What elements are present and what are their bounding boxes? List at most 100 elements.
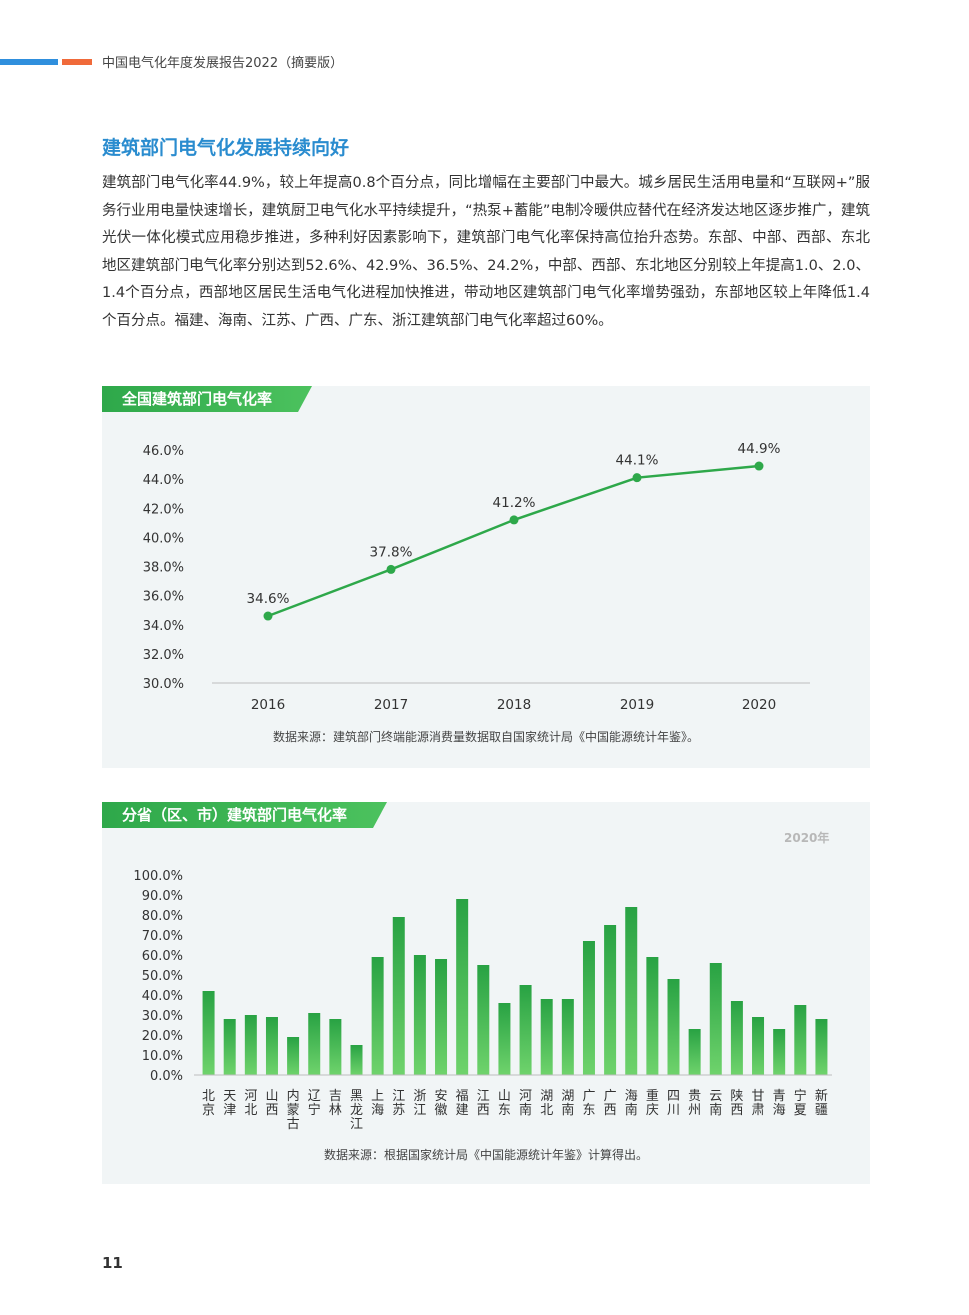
x-tick-label: 江西 [477, 1089, 490, 1118]
y-tick-label: 0.0% [150, 1069, 183, 1084]
data-point [754, 461, 764, 471]
y-tick-label: 30.0% [143, 677, 184, 692]
y-tick-label: 50.0% [142, 969, 183, 984]
y-tick-label: 60.0% [142, 949, 183, 964]
bar-chart-year-note: 2020年 [784, 831, 830, 845]
x-tick-label: 新疆 [815, 1088, 828, 1118]
x-tick-label: 天津 [223, 1089, 236, 1118]
x-tick-label: 山东 [498, 1089, 511, 1118]
y-tick-label: 38.0% [143, 561, 184, 576]
bar [308, 1013, 321, 1075]
x-tick-label: 云南 [709, 1089, 722, 1118]
bar [392, 917, 405, 1075]
series-line [267, 464, 760, 618]
section-title: 建筑部门电气化发展持续向好 [102, 137, 350, 159]
bar [498, 1003, 511, 1075]
bar [752, 1017, 765, 1075]
x-tick-label: 海南 [625, 1089, 638, 1118]
x-tick-label: 贵州 [688, 1089, 701, 1118]
x-tick-label: 2020 [742, 697, 776, 713]
data-point [263, 611, 273, 621]
bar [540, 999, 553, 1075]
y-tick-label: 40.0% [142, 989, 183, 1004]
x-tick-label: 2019 [620, 697, 654, 713]
x-tick-label: 湖北 [540, 1089, 553, 1118]
bar [730, 1001, 743, 1075]
y-tick-label: 10.0% [142, 1049, 183, 1064]
data-label: 44.9% [738, 441, 781, 457]
x-tick-label: 2016 [251, 697, 285, 713]
bar [244, 1015, 257, 1075]
x-tick-label: 北京 [202, 1089, 215, 1118]
x-tick-label: 山西 [265, 1089, 278, 1118]
y-tick-label: 80.0% [142, 909, 183, 924]
x-tick-label: 安徽 [435, 1089, 448, 1118]
x-tick-label: 重庆 [646, 1088, 659, 1118]
y-tick-label: 42.0% [143, 502, 184, 517]
section-paragraph: 建筑部门电气化率44.9%，较上年提高0.8个百分点，同比增幅在主要部门中最大。… [102, 175, 870, 329]
bar [709, 963, 722, 1075]
bar [329, 1019, 342, 1075]
bar [371, 957, 384, 1075]
data-point [509, 515, 519, 525]
bar [604, 925, 617, 1075]
bar-chart-title: 分省（区、市）建筑部门电气化率 [102, 802, 387, 828]
line-chart-panel: 全国建筑部门电气化率 30.0% 32.0% 34.0% 36.0% 38.0% 40.0… [102, 386, 870, 768]
line-chart-source: 数据来源：建筑部门终端能源消费量数据取自国家统计局《中国能源统计年鉴》。 [272, 730, 699, 744]
y-tick-label: 20.0% [142, 1029, 183, 1044]
bar [561, 999, 574, 1075]
bar [815, 1019, 828, 1075]
y-tick-label: 30.0% [142, 1009, 183, 1024]
x-tick-label: 四川 [667, 1089, 680, 1118]
bar [435, 959, 448, 1075]
data-label: 44.1% [616, 453, 659, 469]
bar [413, 955, 426, 1075]
bar [794, 1005, 807, 1075]
bar-chart: 0.0% 10.0% 20.0% 30.0% 40.0% 50.0% 60.0% 70.0% 8… [133, 869, 832, 1132]
bar [477, 965, 490, 1075]
x-tick-label: 青海 [773, 1089, 786, 1118]
bar [667, 979, 680, 1075]
bar [625, 907, 638, 1075]
y-tick-label: 100.0% [133, 869, 183, 884]
data-point [632, 473, 642, 483]
x-tick-label: 广西 [604, 1089, 617, 1118]
line-chart-title: 全国建筑部门电气化率 [102, 386, 312, 412]
x-tick-label: 辽宁 [308, 1089, 321, 1118]
x-tick-label: 上海 [371, 1089, 384, 1118]
x-tick-label: 陕西 [730, 1089, 743, 1118]
bar-chart-panel: 分省（区、市）建筑部门电气化率 2020年 0.0% 10.0% 20.0% 30.0… [102, 802, 870, 1184]
bar [265, 1017, 278, 1075]
y-tick-label: 70.0% [142, 929, 183, 944]
y-tick-label: 32.0% [143, 648, 184, 663]
header-accent-blue [0, 59, 58, 65]
bar [646, 957, 659, 1075]
x-tick-label: 福建 [456, 1089, 469, 1118]
x-tick-label: 浙江 [413, 1089, 426, 1118]
x-tick-label: 黑龙江 [350, 1089, 363, 1132]
x-tick-label: 吉林 [329, 1089, 342, 1118]
data-point [386, 564, 396, 574]
bar [202, 991, 215, 1075]
x-tick-label: 湖南 [561, 1089, 574, 1118]
y-tick-label: 40.0% [143, 531, 184, 546]
bar [773, 1029, 786, 1075]
bar [287, 1037, 300, 1075]
bar [519, 985, 532, 1075]
x-tick-label: 甘肃 [752, 1089, 765, 1118]
y-tick-label: 44.0% [143, 473, 184, 488]
x-tick-label: 内蒙古 [287, 1088, 300, 1132]
x-tick-label: 2018 [497, 697, 531, 713]
bar-chart-source: 数据来源：根据国家统计局《中国能源统计年鉴》计算得出。 [323, 1148, 648, 1162]
x-tick-label: 河北 [244, 1089, 257, 1118]
line-chart: 30.0% 32.0% 34.0% 36.0% 38.0% 40.0% 42.0% 44.0%… [143, 441, 810, 713]
bar [688, 1029, 701, 1075]
page-number: 11 [102, 1254, 123, 1272]
report-title: 中国电气化年度发展报告2022（摘要版） [102, 56, 344, 71]
y-tick-label: 46.0% [143, 444, 184, 459]
y-tick-label: 36.0% [143, 590, 184, 605]
bar [223, 1019, 236, 1075]
x-tick-label: 广东 [582, 1089, 595, 1118]
x-tick-label: 江苏 [392, 1089, 405, 1118]
data-label: 37.8% [370, 544, 413, 560]
